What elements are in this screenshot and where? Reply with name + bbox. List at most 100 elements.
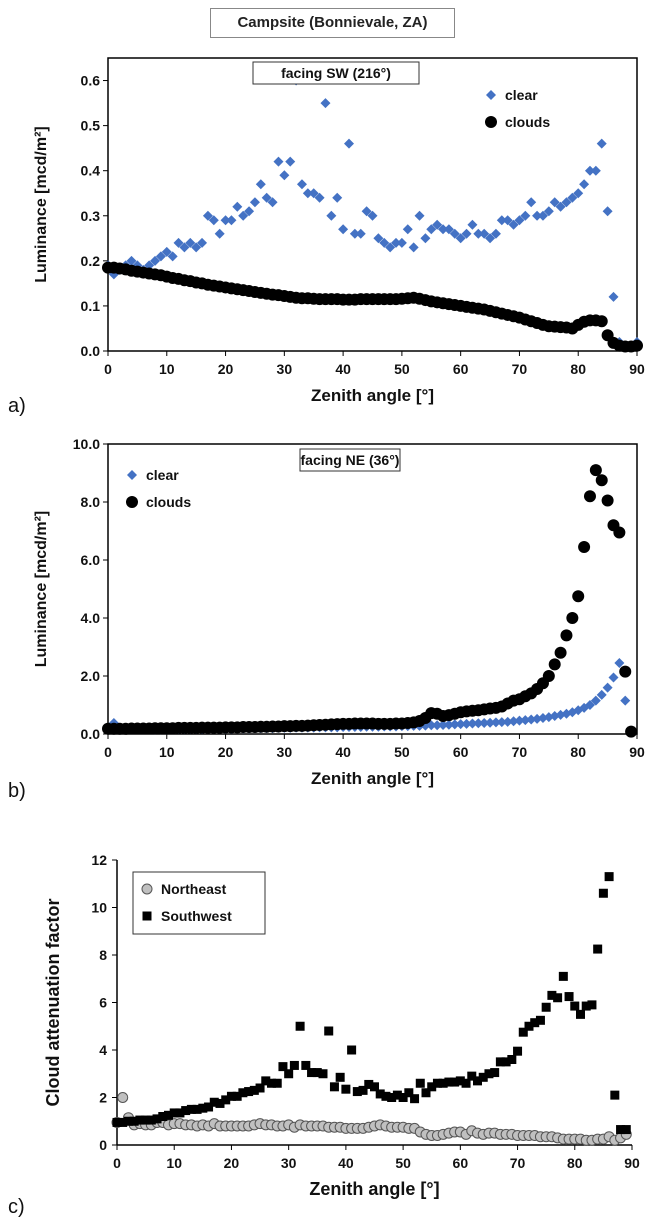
- chart-title-box: [252, 61, 420, 85]
- data-point: [392, 1090, 402, 1100]
- data-point: [312, 1068, 322, 1078]
- data-point: [444, 1077, 454, 1087]
- data-point: [432, 219, 443, 230]
- data-point: [238, 1088, 248, 1098]
- y-tick-label: 0.6: [81, 73, 101, 89]
- x-tick-label: 10: [166, 1155, 182, 1171]
- x-tick-label: 90: [629, 744, 645, 760]
- data-point: [150, 255, 161, 266]
- data-point: [485, 233, 496, 244]
- data-point: [501, 1057, 511, 1067]
- data-point: [202, 210, 213, 221]
- data-point: [244, 1087, 254, 1097]
- legend: clear clouds: [126, 467, 191, 510]
- data-point: [598, 888, 608, 898]
- data-point: [520, 715, 531, 726]
- data-point: [507, 1055, 517, 1064]
- data-point: [438, 224, 449, 235]
- data-point: [578, 540, 591, 553]
- data-point: [478, 1072, 488, 1082]
- data-point: [560, 629, 573, 642]
- data-point: [367, 210, 378, 221]
- data-point: [255, 1083, 265, 1093]
- data-point: [467, 718, 478, 729]
- data-point: [604, 872, 614, 882]
- data-point: [221, 1095, 231, 1105]
- x-tick-label: 20: [218, 361, 234, 377]
- x-tick-label: 40: [335, 361, 351, 377]
- data-point: [490, 717, 501, 728]
- y-tick-label: 0.5: [81, 118, 101, 134]
- data-point: [461, 718, 472, 729]
- data-point: [564, 992, 574, 1002]
- data-point: [620, 695, 631, 706]
- data-point: [307, 1068, 317, 1078]
- data-point: [450, 1077, 460, 1087]
- data-point: [349, 228, 360, 239]
- y-tick-label: 2.0: [81, 668, 101, 684]
- data-point: [215, 1098, 225, 1108]
- data-point: [332, 192, 343, 203]
- data-point: [490, 1068, 500, 1078]
- data-point: [396, 237, 407, 248]
- x-tick-label: 40: [338, 1155, 354, 1171]
- data-point: [566, 612, 579, 624]
- y-tick-label: 6.0: [81, 552, 101, 568]
- x-tick-label: 70: [512, 744, 528, 760]
- data-point: [479, 717, 490, 728]
- y-tick-label: 0.4: [81, 163, 101, 179]
- data-point: [524, 1021, 534, 1031]
- y-tick-label: 10.0: [73, 436, 100, 452]
- data-point: [402, 224, 413, 235]
- data-point: [238, 210, 249, 221]
- panel-label-a: a): [8, 395, 26, 417]
- series-clouds: [102, 464, 638, 738]
- plot-frame: [107, 443, 638, 735]
- data-point: [314, 192, 325, 203]
- data-point: [285, 156, 296, 167]
- y-tick-label: 0: [99, 1137, 107, 1153]
- data-point: [496, 215, 507, 226]
- data-point: [214, 228, 225, 239]
- y-axis-label: Luminance [mcd/m²]: [33, 126, 50, 282]
- data-point: [526, 197, 537, 208]
- data-point: [490, 228, 501, 239]
- x-tick-label: 60: [453, 744, 469, 760]
- data-point: [387, 1093, 397, 1102]
- data-point: [185, 237, 196, 248]
- data-point: [432, 720, 443, 731]
- data-point: [548, 658, 561, 671]
- x-tick-label: 90: [624, 1155, 640, 1171]
- x-tick-label: 70: [512, 361, 528, 377]
- data-point: [341, 1084, 351, 1094]
- data-point: [173, 237, 184, 248]
- chart-title: facing SW (216°): [281, 65, 391, 81]
- y-tick-label: 10: [91, 900, 107, 916]
- data-point: [181, 1106, 191, 1116]
- data-point: [155, 251, 166, 262]
- legend-marker: [485, 116, 497, 128]
- data-point: [467, 1071, 477, 1081]
- y-tick-label: 6: [99, 995, 107, 1011]
- data-point: [461, 1078, 471, 1088]
- data-point: [169, 1108, 179, 1118]
- data-point: [587, 1000, 597, 1010]
- data-point: [584, 700, 595, 710]
- data-point: [543, 206, 554, 217]
- data-point: [318, 1069, 328, 1079]
- data-point: [361, 206, 372, 217]
- y-tick-label: 8: [99, 947, 107, 963]
- data-point: [455, 233, 466, 244]
- data-point: [573, 188, 584, 199]
- data-point: [584, 165, 595, 176]
- data-point: [590, 695, 601, 706]
- data-point: [175, 1108, 185, 1118]
- x-tick-label: 80: [570, 744, 586, 760]
- data-point: [467, 219, 478, 230]
- data-point: [232, 1091, 242, 1101]
- panel-label-c: c): [8, 1196, 25, 1218]
- legend-marker: [486, 90, 496, 100]
- data-point: [567, 192, 578, 203]
- data-point: [226, 215, 237, 226]
- x-tick-label: 30: [277, 361, 293, 377]
